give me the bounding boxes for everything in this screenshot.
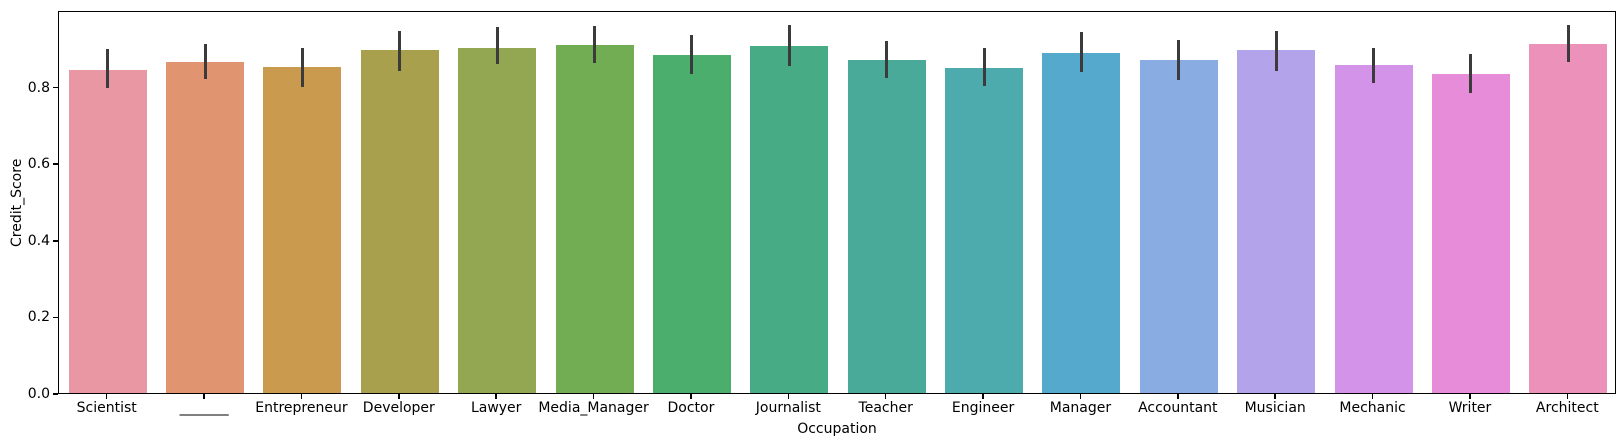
error-bar (885, 40, 889, 79)
x-tick-label: Entrepreneur (255, 400, 348, 416)
x-tick-mark (884, 394, 887, 399)
y-tick-label: 0.4 (27, 232, 50, 249)
y-tick-label: 0.0 (27, 386, 50, 402)
plot-area (58, 11, 1616, 394)
x-tick-mark (787, 394, 790, 399)
bar-entrepreneur (263, 66, 342, 393)
x-tick-label: Scientist (76, 400, 137, 416)
bar-lawyer (458, 47, 537, 393)
y-tick-mark (53, 86, 58, 89)
x-tick-mark (1274, 394, 1276, 399)
x-tick-label: Mechanic (1339, 400, 1406, 416)
x-tick-mark (300, 394, 303, 399)
x-tick-mark (105, 394, 108, 399)
x-tick-mark (1079, 394, 1082, 399)
x-tick-mark (398, 394, 400, 399)
y-tick-mark (53, 393, 58, 395)
x-tick-label: Musician (1244, 400, 1306, 416)
bar-journalist (750, 46, 829, 393)
error-bar (203, 44, 207, 79)
bar-musician (1237, 50, 1316, 393)
error-bar (690, 34, 694, 74)
x-tick-mark (495, 394, 497, 399)
x-tick-mark (1371, 394, 1374, 399)
x-tick-mark (592, 394, 595, 399)
x-tick-mark (1566, 394, 1569, 399)
y-tick-mark (53, 316, 58, 319)
x-tick-label: Doctor (667, 400, 715, 416)
x-axis-label: Occupation (797, 421, 877, 437)
error-bar (398, 30, 402, 71)
x-tick-mark (203, 394, 205, 399)
x-tick-label: _______ (179, 400, 229, 416)
y-tick-label: 0.8 (27, 79, 50, 96)
x-tick-mark (982, 394, 984, 399)
x-tick-mark (1469, 394, 1471, 399)
y-tick-label: 0.6 (27, 156, 50, 173)
y-tick-mark (53, 163, 58, 165)
x-tick-label: Teacher (858, 400, 913, 416)
error-bar (593, 25, 597, 64)
bar-media-manager (555, 44, 634, 393)
error-bar (1079, 32, 1083, 72)
x-tick-mark (1177, 394, 1179, 399)
x-tick-label: Developer (362, 400, 435, 416)
bar-writer (1431, 73, 1510, 393)
x-tick-label: Accountant (1138, 400, 1218, 416)
x-tick-label: Journalist (755, 400, 821, 416)
x-tick-label: Engineer (951, 400, 1015, 416)
error-bar (1372, 47, 1376, 84)
error-bar (106, 49, 110, 89)
bar-architect (1529, 44, 1608, 393)
x-tick-label: Writer (1448, 400, 1492, 416)
bar-engineer (945, 67, 1023, 393)
error-bar (982, 47, 986, 87)
y-tick-mark (53, 240, 58, 242)
bar-manager (1042, 52, 1121, 393)
bar-- (166, 62, 244, 393)
error-bar (787, 24, 791, 67)
error-bar (495, 27, 499, 65)
bar-doctor (652, 54, 731, 393)
error-bar (300, 47, 304, 88)
x-tick-label: Architect (1535, 400, 1599, 416)
x-tick-label: Lawyer (470, 400, 522, 416)
error-bar (1274, 31, 1278, 72)
error-bar (1177, 39, 1181, 81)
x-tick-label: Manager (1049, 400, 1112, 416)
bar-accountant (1139, 59, 1218, 393)
bar-scientist (68, 69, 147, 393)
y-tick-label: 0.2 (27, 309, 50, 326)
bar-teacher (847, 59, 926, 393)
bar-mechanic (1334, 65, 1413, 393)
bar-developer (360, 49, 439, 393)
x-tick-mark (690, 394, 692, 399)
error-bar (1566, 24, 1570, 63)
error-bar (1469, 54, 1473, 94)
y-axis-label: Credit_Score (9, 158, 25, 247)
x-tick-label: Media_Manager (538, 400, 649, 416)
